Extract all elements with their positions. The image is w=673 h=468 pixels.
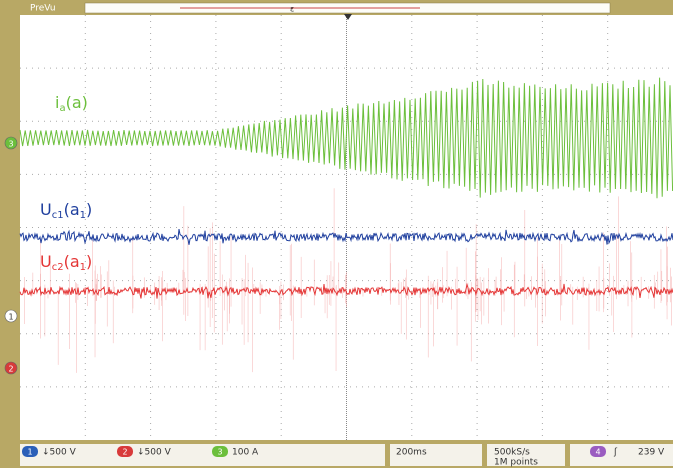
channel-badge xyxy=(117,446,133,457)
voltage-trace xyxy=(19,282,673,299)
trigger-position xyxy=(344,14,352,20)
channel-markers: 3 1 2 xyxy=(4,136,18,375)
trigger-slope: ʃ xyxy=(613,448,618,458)
timebase-box xyxy=(390,444,482,466)
label-text: U xyxy=(40,252,52,271)
subscript: a xyxy=(59,103,65,114)
trigger-badge xyxy=(590,446,606,457)
trace-labels: ia(a)Uc1(a1)Uc2(a1) xyxy=(40,93,92,274)
label-text: ) xyxy=(86,252,92,271)
trigger-channel: 4 xyxy=(595,448,600,457)
channel-marker xyxy=(4,361,18,375)
marker-label: 2 xyxy=(8,365,13,374)
label-text: ) xyxy=(86,200,92,219)
channel-marker xyxy=(4,309,18,323)
trigger-level: 239 V xyxy=(638,448,665,458)
channel-box xyxy=(20,444,385,466)
channel-marker xyxy=(4,136,18,150)
channel-id: 2 xyxy=(122,448,127,457)
status-bar: 1 ↓500 V 2 ↓500 V 3 100 A 200ms 500kS/s1M point… xyxy=(20,444,673,468)
title-box xyxy=(18,2,73,13)
channel-badge xyxy=(22,446,38,457)
marker-label: 1 xyxy=(8,313,13,322)
trace-label: ia(a) xyxy=(55,93,88,115)
waveforms xyxy=(19,77,673,373)
voltage-trace xyxy=(19,229,673,245)
label-text: U xyxy=(40,200,52,219)
channel-id: 3 xyxy=(217,448,222,457)
subscript: 1 xyxy=(80,210,86,221)
sample-rate: 500kS/s xyxy=(494,448,530,458)
channel-id: 1 xyxy=(27,448,32,457)
label-text: (a xyxy=(64,200,80,219)
grid xyxy=(20,15,673,440)
subscript: c2 xyxy=(52,262,64,273)
current-trace xyxy=(19,77,673,199)
channel-badge xyxy=(212,446,228,457)
label-text: (a) xyxy=(66,93,88,112)
record-length: 1M points xyxy=(494,458,538,468)
timebase: 200ms xyxy=(396,448,427,458)
trace-label: Uc2(a1) xyxy=(40,252,92,274)
subscript: 1 xyxy=(80,262,86,273)
label-text: (a xyxy=(64,252,80,271)
trace-label: Uc1(a1) xyxy=(40,200,92,222)
trigger-icon: ɛ xyxy=(290,5,294,14)
label-text: i xyxy=(55,93,59,112)
marker-label: 3 xyxy=(8,140,13,149)
title: PreVu xyxy=(30,4,56,14)
subscript: c1 xyxy=(52,210,64,221)
channel-scale: ↓500 V xyxy=(42,448,77,458)
channel-scale: ↓500 V xyxy=(137,448,172,458)
acq-box xyxy=(487,444,565,466)
channel-scale: 100 A xyxy=(232,448,259,458)
